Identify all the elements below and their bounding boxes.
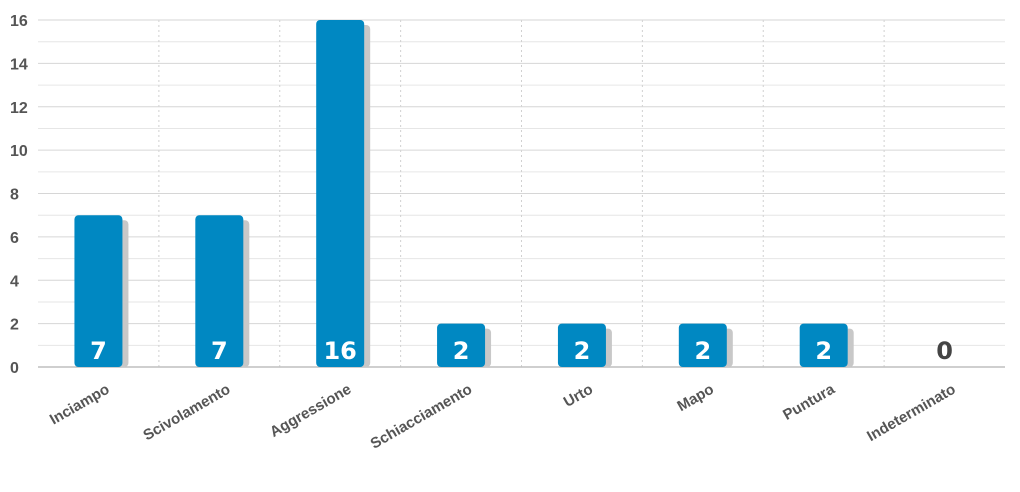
x-tick-label: Schiacciamento xyxy=(368,381,475,453)
y-tick-label: 14 xyxy=(10,56,28,73)
bar-value-label: 2 xyxy=(574,337,591,365)
chart-grid xyxy=(38,19,1005,368)
bar-value-label: 2 xyxy=(453,337,470,365)
bar xyxy=(799,323,848,367)
x-axis-labels: Inciampo Scivolamento Aggressione Schiaccia… xyxy=(47,380,959,452)
bar-value-labels: 7 7 16 2 2 2 2 0 xyxy=(90,337,953,365)
bar-value-label: 0 xyxy=(936,337,953,365)
bar xyxy=(557,323,606,367)
y-tick-label: 2 xyxy=(10,317,19,334)
y-tick-label: 8 xyxy=(10,187,19,204)
bar-value-label: 2 xyxy=(694,337,711,365)
bar-value-label: 16 xyxy=(323,337,356,365)
x-tick-label: Indeterminato xyxy=(864,381,958,445)
bar-value-label: 2 xyxy=(815,337,832,365)
bar-value-label: 7 xyxy=(211,337,228,365)
x-tick-label: Mapo xyxy=(674,381,716,415)
x-tick-label: Scivolamento xyxy=(140,381,233,444)
y-tick-label: 10 xyxy=(10,143,28,160)
bar-series xyxy=(74,20,854,367)
y-tick-label: 4 xyxy=(10,273,19,290)
bar xyxy=(437,323,486,367)
bar xyxy=(678,323,727,367)
bar xyxy=(195,215,244,367)
y-axis-ticks: 0 2 4 6 8 10 12 14 16 xyxy=(10,13,28,377)
x-tick-label: Aggressione xyxy=(267,381,354,441)
y-tick-label: 0 xyxy=(10,360,19,377)
x-tick-label: Puntura xyxy=(780,380,838,423)
x-tick-label: Inciampo xyxy=(47,381,113,429)
y-tick-label: 12 xyxy=(10,100,28,117)
y-tick-label: 6 xyxy=(10,230,19,247)
bar-value-label: 7 xyxy=(90,337,107,365)
y-tick-label: 16 xyxy=(10,13,28,30)
x-tick-label: Urto xyxy=(561,381,596,411)
bar xyxy=(316,20,365,367)
bar xyxy=(74,215,123,367)
